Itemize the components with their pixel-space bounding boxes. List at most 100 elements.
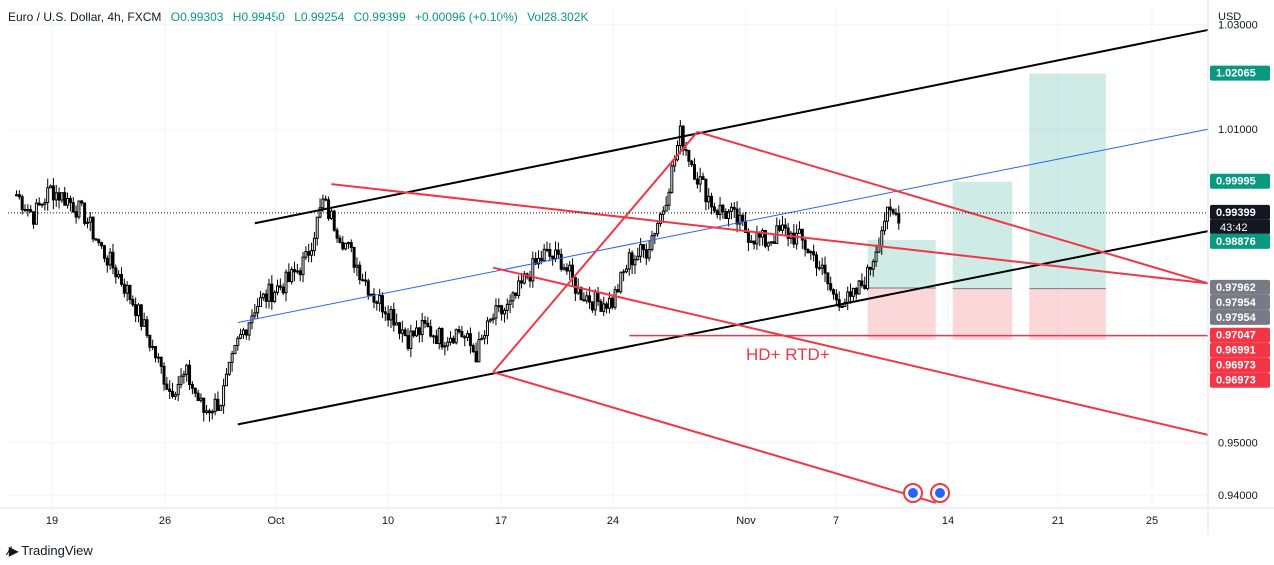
candle-body: [718, 204, 722, 215]
fork-3-line: [492, 266, 1209, 436]
candle-body: [111, 251, 115, 269]
candle-body: [131, 299, 135, 306]
candle-body: [125, 284, 129, 294]
candle-body: [369, 293, 373, 296]
candle-body: [423, 319, 427, 324]
x-tick-label: Oct: [267, 515, 284, 527]
long-position-stop-zone: [1029, 288, 1106, 340]
candle-body: [224, 373, 228, 387]
candle-body: [590, 301, 594, 311]
x-tick-label: 25: [1146, 515, 1158, 527]
candle-body: [647, 248, 651, 259]
candle-body: [823, 264, 827, 274]
candle-body: [885, 206, 889, 222]
long-position-target-zone: [1029, 73, 1106, 289]
candle-body: [863, 284, 867, 290]
candle-body: [202, 397, 206, 413]
candle-body: [49, 185, 53, 189]
candle-body: [551, 255, 555, 259]
candle-body: [562, 267, 566, 270]
candle-body: [704, 178, 708, 203]
candle-body: [596, 291, 600, 302]
candle-body: [712, 206, 716, 212]
candle-body: [179, 375, 183, 385]
candle-body: [403, 329, 407, 337]
candle-body: [293, 268, 297, 273]
price-label: 0.98876: [1216, 236, 1256, 248]
currency-label: USD: [1218, 11, 1241, 23]
symbol-title: Euro / U.S. Dollar, 4h, FXCM: [8, 10, 162, 24]
candle-body: [710, 195, 714, 208]
candle-body: [205, 410, 209, 413]
candle-body: [222, 385, 226, 407]
x-tick-label: 24: [607, 515, 619, 527]
candle-body: [278, 285, 282, 288]
candle-body: [122, 283, 126, 294]
candle-body: [284, 271, 288, 294]
candle-body: [826, 272, 830, 285]
candle-body: [894, 212, 898, 215]
candle-body: [707, 195, 711, 203]
candle-body: [361, 279, 365, 282]
candle-body: [417, 327, 421, 336]
candle-body: [128, 284, 132, 301]
x-tick-label: 10: [382, 515, 394, 527]
candle-body: [276, 285, 280, 293]
candle-body: [619, 271, 623, 293]
y-tick-label: 1.03000: [1218, 20, 1258, 32]
candle-body: [66, 197, 70, 206]
candle-body: [778, 225, 782, 231]
price-label: 0.97962: [1216, 282, 1256, 294]
x-tick-label: Nov: [736, 515, 756, 527]
candle-body: [667, 191, 671, 206]
candle-body: [176, 383, 180, 396]
candle-body: [162, 365, 166, 385]
candle-body: [287, 271, 291, 283]
candle-body: [256, 305, 260, 314]
price-label-box: [1210, 372, 1270, 388]
candle-body: [346, 241, 350, 244]
candle-body: [40, 203, 44, 206]
candle-body: [80, 200, 84, 204]
candle-body: [57, 192, 61, 201]
fork-1-line: [331, 183, 1209, 285]
price-label: 0.97954: [1216, 297, 1257, 309]
candle-body: [485, 320, 489, 337]
price-label-box: [1210, 309, 1270, 325]
price-label: 0.96973: [1216, 360, 1256, 372]
candle-body: [514, 292, 518, 296]
candle-body: [783, 224, 787, 229]
candle-body: [483, 335, 487, 339]
candle-body: [54, 192, 58, 201]
x-tick-label: 21: [1052, 515, 1064, 527]
brand-footer[interactable]: ⁄▶ TradingView: [8, 543, 93, 558]
candle-body: [849, 291, 853, 297]
candle-body: [185, 364, 189, 375]
us-flag-event-icon-inner: [935, 488, 945, 498]
candle-body: [834, 293, 838, 301]
candle-body: [338, 237, 342, 243]
price-label-box: [1210, 327, 1270, 343]
candle-body: [241, 329, 245, 335]
candle-body: [100, 242, 104, 247]
price-label-box: [1210, 279, 1270, 295]
candle-body: [829, 283, 833, 291]
candle-body: [545, 248, 549, 251]
candle-body: [797, 228, 801, 234]
candle-body: [94, 238, 98, 241]
candle-body: [554, 249, 558, 259]
candle-body: [105, 257, 109, 266]
candle-body: [159, 356, 163, 367]
candle-body: [304, 251, 308, 258]
candle-body: [23, 209, 27, 212]
candle-body: [812, 251, 816, 256]
candle-body: [866, 266, 870, 290]
long-position-stop-zone: [952, 288, 1013, 340]
countdown-label: 43:42: [1220, 222, 1248, 234]
candle-body: [151, 345, 155, 348]
candle-body: [114, 267, 118, 278]
candle-body: [749, 240, 753, 243]
candle-body: [488, 319, 492, 322]
candle-body: [32, 211, 36, 225]
